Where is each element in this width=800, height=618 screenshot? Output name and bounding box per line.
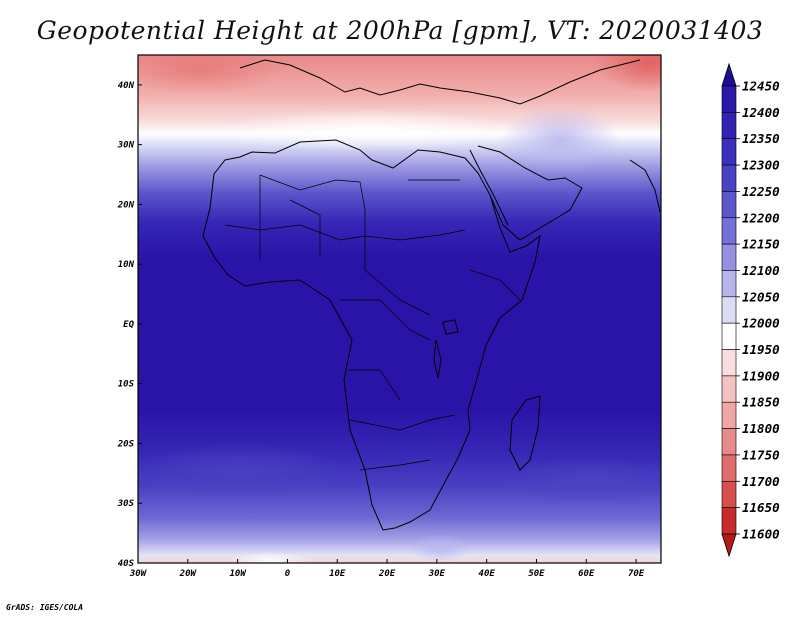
border-east bbox=[469, 269, 521, 301]
colorbar-label: 12450 bbox=[742, 79, 780, 94]
colorbar-swatch bbox=[721, 191, 737, 219]
border-algeria-libya bbox=[259, 174, 366, 211]
colorbar-swatch bbox=[721, 401, 737, 429]
lon-tick-label: 10E bbox=[329, 569, 346, 579]
coastlines bbox=[202, 59, 661, 531]
colorbar-swatch bbox=[721, 296, 737, 324]
lat-tick-label: 10S bbox=[118, 380, 135, 390]
colorbar-label: 12400 bbox=[742, 105, 780, 120]
madagascar-coastline bbox=[509, 395, 541, 471]
border-west-2 bbox=[289, 199, 321, 255]
africa-coastline bbox=[202, 139, 541, 531]
colorbar-label: 11700 bbox=[742, 474, 780, 489]
lat-tick-label: 20S bbox=[117, 439, 135, 449]
lat-tick-label: 30S bbox=[117, 499, 135, 509]
colorbar-swatch bbox=[721, 138, 737, 166]
lat-tick-label: 20N bbox=[117, 200, 135, 210]
lon-tick-label: 20E bbox=[378, 569, 396, 579]
lon-tick-label: 60E bbox=[578, 569, 595, 579]
height-field-south-band-east bbox=[500, 458, 661, 502]
border-angola bbox=[348, 369, 401, 401]
colorbar-label: 11900 bbox=[742, 368, 780, 383]
lat-tick-label: 40N bbox=[118, 81, 135, 91]
lon-tick-label: 50E bbox=[528, 569, 545, 579]
footer-credit: GrADS: IGES/COLA bbox=[6, 603, 84, 612]
colorbar-label: 12350 bbox=[742, 131, 780, 146]
height-field-south-white-spot bbox=[230, 552, 310, 563]
colorbar-bottom-arrow bbox=[721, 533, 737, 558]
colorbar-swatch bbox=[721, 85, 737, 113]
colorbar-label: 12150 bbox=[742, 237, 780, 252]
colorbar-label: 12250 bbox=[742, 184, 780, 199]
india-coastline bbox=[629, 159, 661, 213]
border-sahel bbox=[224, 224, 466, 241]
longitude-axis: 30W 20W 10W 0 10E 20E 30E 40E 50E 60E 70E bbox=[129, 559, 645, 579]
lon-tick-label: 30W bbox=[129, 569, 148, 579]
height-field-nw-red bbox=[138, 55, 280, 95]
border-congo bbox=[340, 299, 431, 341]
lake-victoria bbox=[442, 319, 459, 335]
colorbar-label: 12000 bbox=[742, 316, 780, 331]
colorbar-swatch bbox=[721, 454, 737, 482]
border-southern-1 bbox=[349, 414, 456, 431]
colorbar-swatch bbox=[721, 270, 737, 298]
colorbar-label: 12300 bbox=[742, 158, 780, 173]
colorbar-swatch bbox=[721, 217, 737, 245]
lake-tanganyika bbox=[433, 339, 442, 379]
europe-coastline bbox=[239, 59, 641, 105]
colorbar-swatch bbox=[721, 507, 737, 535]
height-field-south-light-spot bbox=[410, 534, 470, 562]
lon-tick-label: 30E bbox=[428, 569, 446, 579]
colorbar-label: 12050 bbox=[742, 289, 780, 304]
colorbar-label: 11800 bbox=[742, 421, 780, 436]
arabia-coastline bbox=[477, 145, 583, 241]
colorbar-swatch bbox=[721, 428, 737, 456]
colorbar-swatch bbox=[721, 164, 737, 192]
colorbar-swatch bbox=[721, 349, 737, 377]
height-field-sahara-band bbox=[220, 108, 520, 152]
colorbar-top-arrow bbox=[721, 62, 737, 87]
border-southern-2 bbox=[359, 459, 431, 471]
lon-tick-label: 10W bbox=[229, 569, 247, 579]
height-field-south-band-west bbox=[138, 442, 350, 498]
lon-tick-label: 70E bbox=[628, 569, 645, 579]
lon-tick-label: 40E bbox=[479, 569, 496, 579]
colorbar-label: 12200 bbox=[742, 210, 780, 225]
chart-title: Geopotential Height at 200hPa [gpm], VT:… bbox=[36, 16, 764, 45]
lon-tick-label: 20W bbox=[179, 569, 198, 579]
colorbar-swatch bbox=[721, 375, 737, 403]
colorbar-label: 11600 bbox=[742, 527, 780, 542]
colorbar-label: 11850 bbox=[742, 395, 780, 410]
height-field-ne-red bbox=[595, 55, 661, 92]
colorbar-label: 11950 bbox=[742, 342, 780, 357]
red-sea bbox=[469, 149, 509, 226]
lon-tick-label: 0 bbox=[285, 569, 291, 579]
colorbar-label: 12100 bbox=[742, 263, 780, 278]
colorbar-swatch bbox=[721, 480, 737, 508]
border-central bbox=[364, 210, 431, 316]
colorbar-swatch bbox=[721, 112, 737, 140]
colorbar-label: 11750 bbox=[742, 447, 780, 462]
colorbar-swatch bbox=[721, 322, 737, 350]
lat-tick-label: 10N bbox=[118, 260, 135, 270]
lat-tick-label: 40S bbox=[118, 559, 135, 569]
latitude-axis: 40N 30N 20N 10N EQ 10S 20S 30S 40S bbox=[117, 81, 142, 569]
height-field bbox=[138, 55, 661, 563]
height-field-arabian-bulge bbox=[500, 105, 620, 175]
colorbar-swatch bbox=[721, 243, 737, 271]
country-borders bbox=[224, 174, 521, 471]
lat-tick-label: EQ bbox=[123, 320, 134, 330]
colorbar: 12450 12400 12350 12300 12250 12200 12150 12100… bbox=[721, 62, 780, 558]
plot-frame bbox=[137, 54, 662, 564]
colorbar-label: 11650 bbox=[742, 500, 780, 515]
lat-tick-label: 30N bbox=[117, 141, 135, 151]
